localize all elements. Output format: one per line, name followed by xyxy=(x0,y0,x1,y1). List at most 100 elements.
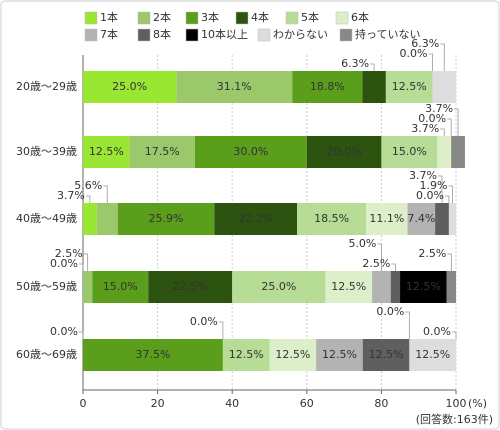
value-label: 37.5% xyxy=(135,348,170,361)
value-label: 12.5% xyxy=(229,348,264,361)
bar-segment xyxy=(117,203,215,235)
value-label: 7.4% xyxy=(407,212,435,225)
callout xyxy=(85,195,91,203)
bar-segment xyxy=(362,339,410,371)
legend-swatch xyxy=(84,11,98,25)
value-label: 3.7% xyxy=(411,122,439,135)
value-label: 25.0% xyxy=(261,280,296,293)
legend-swatch xyxy=(339,28,353,42)
bar-segment xyxy=(409,339,456,371)
bar-segment xyxy=(83,136,130,168)
value-label: 12.5% xyxy=(275,348,310,361)
value-label: 31.1% xyxy=(217,80,252,93)
bar-segment xyxy=(306,136,382,168)
legend-label: 4本 xyxy=(251,10,269,24)
callout xyxy=(448,185,453,203)
bar-segment xyxy=(83,203,97,235)
callout xyxy=(83,253,89,271)
bar-segment xyxy=(435,203,449,235)
bar-segment xyxy=(407,203,436,235)
value-label: 12.5% xyxy=(89,145,124,158)
y-tick-label: 40歳～49歳 xyxy=(16,212,77,225)
y-tick-label: 20歳～29歳 xyxy=(16,80,77,93)
legend-label: 8本 xyxy=(153,27,171,41)
value-label: 3.7% xyxy=(425,102,453,115)
value-label: 20.0% xyxy=(327,145,362,158)
bar-segment xyxy=(390,271,401,303)
callout xyxy=(103,185,108,203)
bar-segment xyxy=(446,271,456,303)
bar-segment xyxy=(214,203,298,235)
note: (回答数:163件) xyxy=(416,412,493,426)
value-label: 25.9% xyxy=(149,212,184,225)
value-label: 3.7% xyxy=(409,169,437,182)
legend-swatch xyxy=(84,28,98,42)
bar-segment xyxy=(381,136,438,168)
value-label: 11.1% xyxy=(369,212,404,225)
legend-swatch xyxy=(257,28,271,42)
x-tick-label: 80 xyxy=(374,397,388,410)
legend-label: 持っていない xyxy=(355,27,420,41)
value-label: 12.5% xyxy=(392,80,427,93)
value-label: 2.5% xyxy=(55,247,83,260)
callout xyxy=(370,63,375,71)
callout xyxy=(444,195,450,203)
bar-segment xyxy=(129,136,195,168)
bar-segment xyxy=(83,71,177,103)
value-label: 0.0% xyxy=(418,112,446,125)
bar-segment xyxy=(92,271,149,303)
bar-segment xyxy=(432,71,456,103)
x-unit: (%) xyxy=(468,397,487,410)
bar-segment xyxy=(96,203,118,235)
value-label: 0.0% xyxy=(400,47,428,60)
value-label: 0.0% xyxy=(376,305,404,318)
x-tick-label: 40 xyxy=(225,397,239,410)
bar-segment xyxy=(437,136,452,168)
x-tick-label: 0 xyxy=(80,397,87,410)
callout xyxy=(377,243,382,271)
value-label: 0.0% xyxy=(190,315,218,328)
value-label: 2.5% xyxy=(362,257,390,270)
bar-segment xyxy=(400,271,447,303)
value-label: 22.2% xyxy=(238,212,273,225)
bar-segment xyxy=(232,271,326,303)
value-label: 18.8% xyxy=(310,80,345,93)
value-label: 0.0% xyxy=(416,189,444,202)
value-label: 5.0% xyxy=(348,237,376,250)
bar-segment xyxy=(316,339,363,371)
y-tick-label: 30歳～39歳 xyxy=(16,145,77,158)
value-label: 12.5% xyxy=(331,280,366,293)
bar-segment xyxy=(325,271,373,303)
value-label: 12.5% xyxy=(406,280,441,293)
bar-segment xyxy=(448,203,456,235)
legend-label: わからない xyxy=(273,28,328,41)
value-label: 3.7% xyxy=(57,189,85,202)
bar-segment xyxy=(269,339,317,371)
value-label: 18.5% xyxy=(314,212,349,225)
value-label: 12.5% xyxy=(322,348,357,361)
bar-segment xyxy=(148,271,233,303)
legend-swatch xyxy=(235,11,249,25)
legend-label: 2本 xyxy=(153,10,171,24)
x-tick-label: 100 xyxy=(446,397,467,410)
bar-segment xyxy=(176,71,293,103)
legend-label: 10本以上 xyxy=(201,27,248,41)
value-label: 30.0% xyxy=(233,145,268,158)
value-label: 6.3% xyxy=(341,57,369,70)
bar-segment xyxy=(372,271,391,303)
callout xyxy=(438,175,443,203)
bar-segment xyxy=(451,136,465,168)
legend-label: 7本 xyxy=(100,27,118,41)
bar-segment xyxy=(292,71,363,103)
legend-label: 1本 xyxy=(100,10,118,24)
value-label: 22.5% xyxy=(173,280,208,293)
bar-segment xyxy=(83,339,223,371)
value-label: 12.5% xyxy=(369,348,404,361)
legend-swatch xyxy=(285,11,299,25)
callout xyxy=(454,108,459,136)
value-label: 15.0% xyxy=(392,145,427,158)
x-tick-label: 20 xyxy=(151,397,165,410)
callout xyxy=(440,128,445,136)
legend-swatch xyxy=(335,11,349,25)
y-tick-label: 60歳～69歳 xyxy=(16,348,77,361)
